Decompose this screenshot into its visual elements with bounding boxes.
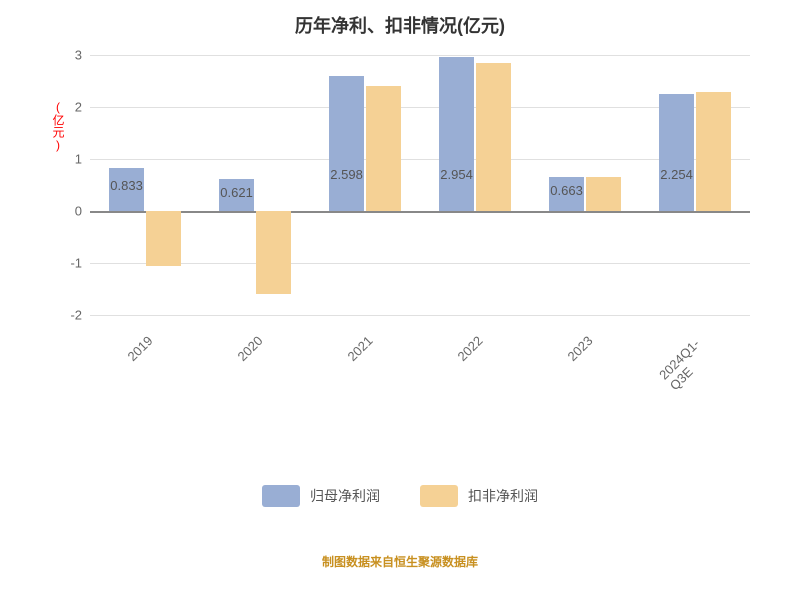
legend-label: 归母净利润 bbox=[310, 486, 380, 506]
legend-label: 扣非净利润 bbox=[468, 486, 538, 506]
bar bbox=[439, 57, 474, 211]
legend-swatch bbox=[262, 485, 300, 507]
chart-container: 历年净利、扣非情况(亿元) (亿元) -2-101230.83320190.62… bbox=[0, 0, 800, 600]
bar-value-label: 2.598 bbox=[330, 167, 363, 182]
y-tick-label: -1 bbox=[70, 256, 82, 271]
bar bbox=[476, 63, 511, 211]
x-tick-label: 2020 bbox=[235, 333, 266, 364]
gridline bbox=[90, 107, 750, 108]
bar bbox=[146, 211, 181, 266]
x-tick-label: 2023 bbox=[565, 333, 596, 364]
bar-value-label: 0.621 bbox=[220, 185, 253, 200]
bar bbox=[586, 177, 621, 211]
footer-attribution: 制图数据来自恒生聚源数据库 bbox=[322, 553, 478, 570]
legend-swatch bbox=[420, 485, 458, 507]
plot-area: -2-101230.83320190.62120202.59820212.954… bbox=[90, 55, 750, 315]
gridline bbox=[90, 263, 750, 264]
gridline bbox=[90, 315, 750, 316]
gridline bbox=[90, 55, 750, 56]
y-tick-label: 3 bbox=[75, 48, 82, 63]
x-tick-label: 2021 bbox=[345, 333, 376, 364]
x-tick-label: 2019 bbox=[125, 333, 156, 364]
x-tick-label: 2022 bbox=[455, 333, 486, 364]
bar bbox=[329, 76, 364, 211]
y-tick-label: 2 bbox=[75, 100, 82, 115]
legend: 归母净利润 扣非净利润 bbox=[262, 485, 538, 507]
x-axis-line bbox=[90, 211, 750, 213]
bar bbox=[256, 211, 291, 294]
bar-value-label: 2.954 bbox=[440, 167, 473, 182]
bar bbox=[366, 86, 401, 211]
bar bbox=[696, 92, 731, 211]
x-tick-label: 2024Q1-Q3E bbox=[656, 333, 716, 393]
legend-item: 扣非净利润 bbox=[420, 485, 538, 507]
chart-title: 历年净利、扣非情况(亿元) bbox=[295, 12, 505, 38]
bar bbox=[659, 94, 694, 211]
legend-item: 归母净利润 bbox=[262, 485, 380, 507]
bar-value-label: 2.254 bbox=[660, 167, 693, 182]
y-tick-label: 1 bbox=[75, 152, 82, 167]
bar-value-label: 0.663 bbox=[550, 183, 583, 198]
y-tick-label: -2 bbox=[70, 308, 82, 323]
bar-value-label: 0.833 bbox=[110, 178, 143, 193]
y-tick-label: 0 bbox=[75, 204, 82, 219]
y-axis-label: (亿元) bbox=[50, 100, 67, 152]
gridline bbox=[90, 159, 750, 160]
